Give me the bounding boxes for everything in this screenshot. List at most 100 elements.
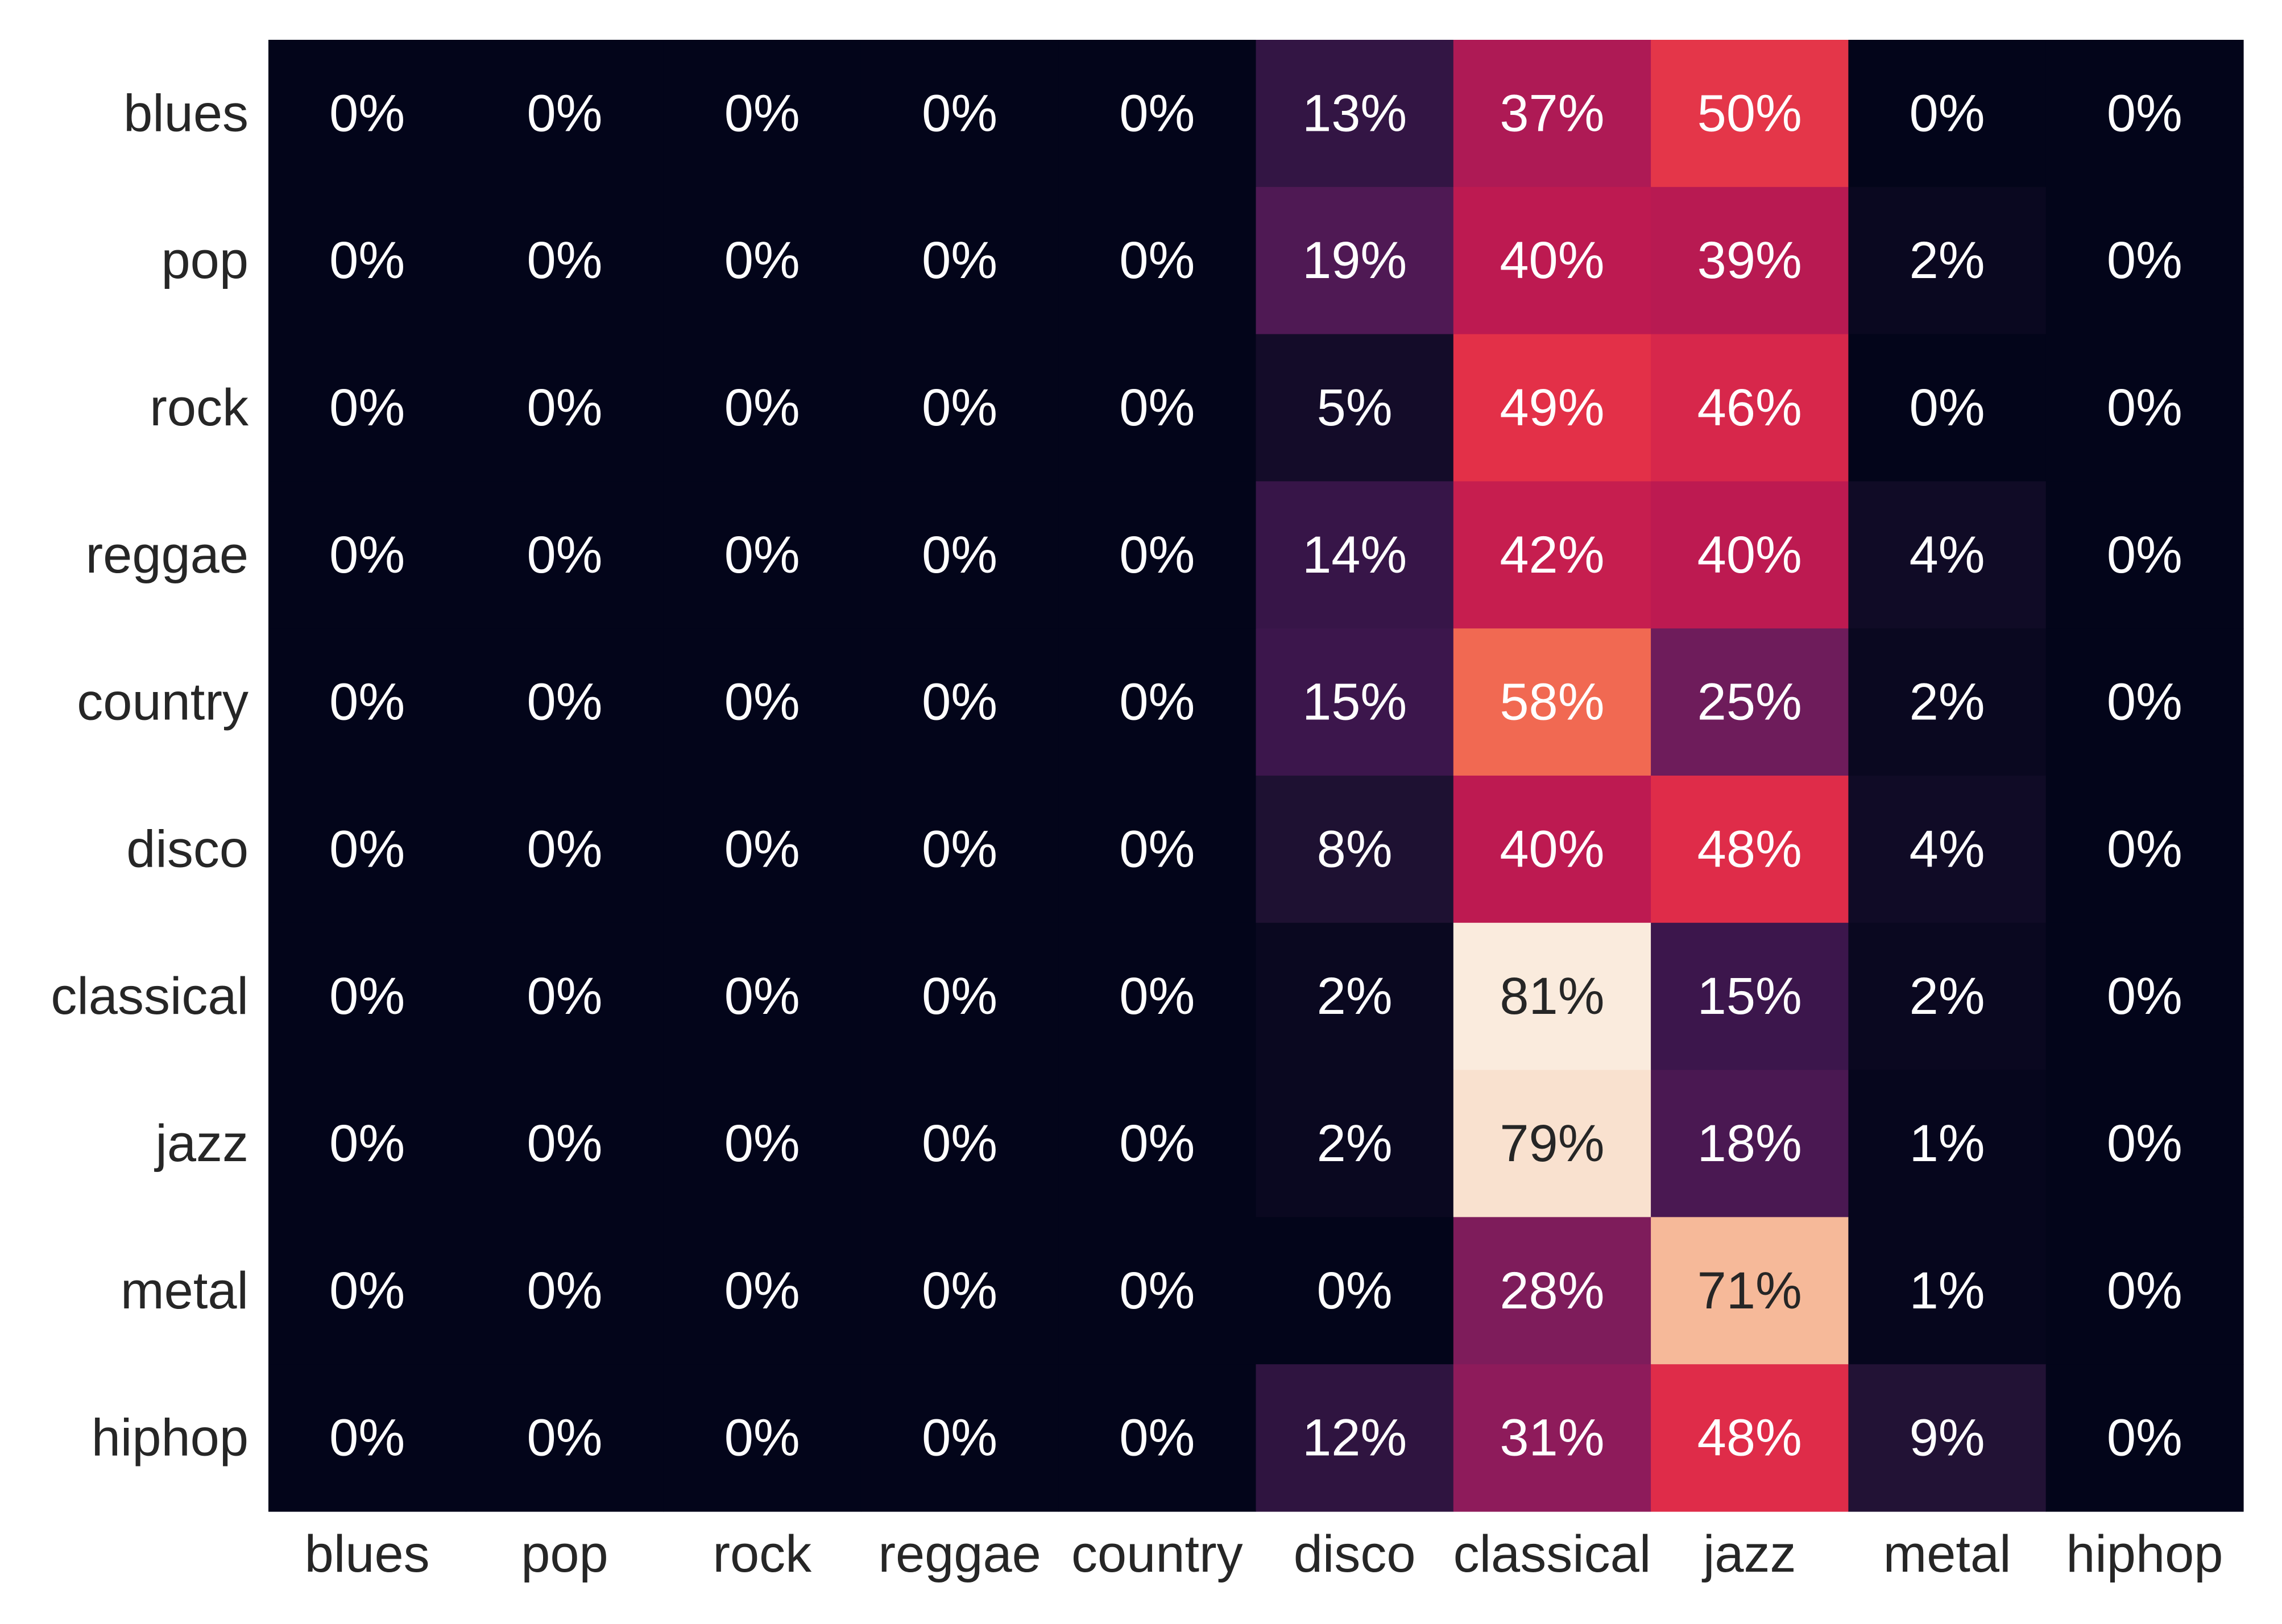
cell-value-label-pop-country: 0% xyxy=(1119,231,1195,289)
cell-value-label-pop-rock: 0% xyxy=(724,231,800,289)
heatmap-cell-classical-hiphop xyxy=(2045,922,2244,1071)
cell-value-label-jazz-blues: 0% xyxy=(329,1115,405,1173)
heatmap-cell-reggae-blues xyxy=(268,481,466,629)
heatmap-cell-classical-classical xyxy=(1453,922,1651,1071)
heatmap-cell-classical-disco xyxy=(1256,922,1454,1071)
heatmap-cell-metal-classical xyxy=(1453,1217,1651,1365)
cell-value-label-classical-blues: 0% xyxy=(329,967,405,1025)
cell-value-label-reggae-disco: 14% xyxy=(1302,526,1407,584)
x-tick-label-hiphop: hiphop xyxy=(2066,1525,2223,1583)
cell-value-label-blues-blues: 0% xyxy=(329,84,405,142)
y-tick-label-jazz: jazz xyxy=(154,1115,249,1173)
heatmap-cell-rock-reggae xyxy=(860,334,1059,482)
heatmap-cell-classical-country xyxy=(1058,922,1257,1071)
cell-value-label-metal-metal: 1% xyxy=(1910,1262,1985,1320)
cell-value-label-jazz-country: 0% xyxy=(1119,1115,1195,1173)
heatmap-cell-rock-hiphop xyxy=(2045,334,2244,482)
heatmap-cell-disco-reggae xyxy=(860,776,1059,923)
heatmap-cell-classical-rock xyxy=(663,922,862,1071)
heatmap-cell-pop-pop xyxy=(466,187,664,335)
cell-value-label-country-country: 0% xyxy=(1119,673,1195,731)
heatmap-cell-country-reggae xyxy=(860,628,1059,776)
heatmap-cell-disco-disco xyxy=(1256,776,1454,923)
heatmap-cell-disco-classical xyxy=(1453,776,1651,923)
heatmap-cell-jazz-jazz xyxy=(1651,1070,1849,1217)
y-tick-label-reggae: reggae xyxy=(86,526,249,584)
cell-value-label-country-rock: 0% xyxy=(724,673,800,731)
cell-value-label-reggae-country: 0% xyxy=(1119,526,1195,584)
cell-value-label-metal-hiphop: 0% xyxy=(2107,1262,2182,1320)
cell-value-label-hiphop-disco: 12% xyxy=(1302,1409,1407,1467)
y-tick-label-classical: classical xyxy=(51,967,249,1025)
cell-value-label-hiphop-pop: 0% xyxy=(527,1409,602,1467)
heatmap-cell-rock-rock xyxy=(663,334,862,482)
cell-value-label-rock-rock: 0% xyxy=(724,379,800,437)
cell-value-label-disco-blues: 0% xyxy=(329,820,405,878)
cell-value-label-pop-jazz: 39% xyxy=(1697,231,1802,289)
cell-value-label-country-metal: 2% xyxy=(1910,673,1985,731)
cell-value-label-rock-metal: 0% xyxy=(1910,379,1985,437)
heatmap-cell-reggae-reggae xyxy=(860,481,1059,629)
cell-value-label-country-disco: 15% xyxy=(1302,673,1407,731)
cell-value-label-rock-pop: 0% xyxy=(527,379,602,437)
cell-value-label-classical-classical: 81% xyxy=(1500,967,1604,1025)
cell-value-label-metal-disco: 0% xyxy=(1317,1262,1393,1320)
cell-value-label-pop-metal: 2% xyxy=(1910,231,1985,289)
heatmap-cell-reggae-disco xyxy=(1256,481,1454,629)
heatmap-cell-jazz-rock xyxy=(663,1070,862,1217)
cell-value-label-blues-classical: 37% xyxy=(1500,84,1604,142)
cell-value-label-hiphop-classical: 31% xyxy=(1500,1409,1604,1467)
cell-value-label-disco-rock: 0% xyxy=(724,820,800,878)
cell-value-label-blues-jazz: 50% xyxy=(1697,84,1802,142)
heatmap-cell-pop-disco xyxy=(1256,187,1454,335)
heatmap-cell-hiphop-hiphop xyxy=(2045,1364,2244,1512)
cell-value-label-hiphop-metal: 9% xyxy=(1910,1409,1985,1467)
x-tick-label-disco: disco xyxy=(1294,1525,1416,1583)
cell-value-label-disco-classical: 40% xyxy=(1500,820,1604,878)
heatmap-cell-pop-blues xyxy=(268,187,466,335)
y-tick-label-disco: disco xyxy=(126,820,249,878)
cell-value-label-jazz-hiphop: 0% xyxy=(2107,1115,2182,1173)
cell-value-label-jazz-classical: 79% xyxy=(1500,1115,1604,1173)
heatmap-cell-blues-classical xyxy=(1453,40,1651,188)
cell-value-label-hiphop-rock: 0% xyxy=(724,1409,800,1467)
heatmap-cell-labels: 0% 0% 0% 0% 0% 13% 37% 50% 0% 0% 0% 0% 0% 0% 0% 19% 40% 3… xyxy=(329,84,2182,1466)
y-tick-label-country: country xyxy=(77,673,249,731)
cell-value-label-disco-country: 0% xyxy=(1119,820,1195,878)
cell-value-label-hiphop-jazz: 48% xyxy=(1697,1409,1802,1467)
x-tick-label-blues: blues xyxy=(305,1525,430,1583)
heatmap-cell-jazz-disco xyxy=(1256,1070,1454,1217)
cell-value-label-pop-reggae: 0% xyxy=(922,231,997,289)
cell-value-label-classical-pop: 0% xyxy=(527,967,602,1025)
heatmap-cell-reggae-classical xyxy=(1453,481,1651,629)
heatmap-cell-metal-jazz xyxy=(1651,1217,1849,1365)
heatmap-cell-disco-pop xyxy=(466,776,664,923)
heatmap-cells xyxy=(268,40,2244,1512)
cell-value-label-classical-disco: 2% xyxy=(1317,967,1393,1025)
heatmap-cell-disco-jazz xyxy=(1651,776,1849,923)
heatmap-cell-hiphop-country xyxy=(1058,1364,1257,1512)
cell-value-label-reggae-metal: 4% xyxy=(1910,526,1985,584)
x-tick-label-jazz: jazz xyxy=(1701,1525,1796,1583)
heatmap-cell-pop-rock xyxy=(663,187,862,335)
cell-value-label-classical-rock: 0% xyxy=(724,967,800,1025)
cell-value-label-metal-jazz: 71% xyxy=(1697,1262,1802,1320)
x-tick-label-rock: rock xyxy=(713,1525,812,1583)
cell-value-label-country-blues: 0% xyxy=(329,673,405,731)
cell-value-label-classical-country: 0% xyxy=(1119,967,1195,1025)
cell-value-label-metal-rock: 0% xyxy=(724,1262,800,1320)
cell-value-label-country-hiphop: 0% xyxy=(2107,673,2182,731)
heatmap-cell-reggae-jazz xyxy=(1651,481,1849,629)
cell-value-label-pop-disco: 19% xyxy=(1302,231,1407,289)
cell-value-label-metal-classical: 28% xyxy=(1500,1262,1604,1320)
heatmap-cell-classical-pop xyxy=(466,922,664,1071)
cell-value-label-classical-reggae: 0% xyxy=(922,967,997,1025)
x-tick-label-pop: pop xyxy=(521,1525,608,1583)
heatmap-cell-classical-metal xyxy=(1848,922,2047,1071)
heatmap-cell-rock-metal xyxy=(1848,334,2047,482)
y-tick-label-pop: pop xyxy=(161,231,249,289)
cell-value-label-metal-pop: 0% xyxy=(527,1262,602,1320)
heatmap-cell-blues-metal xyxy=(1848,40,2047,188)
heatmap-cell-blues-rock xyxy=(663,40,862,188)
